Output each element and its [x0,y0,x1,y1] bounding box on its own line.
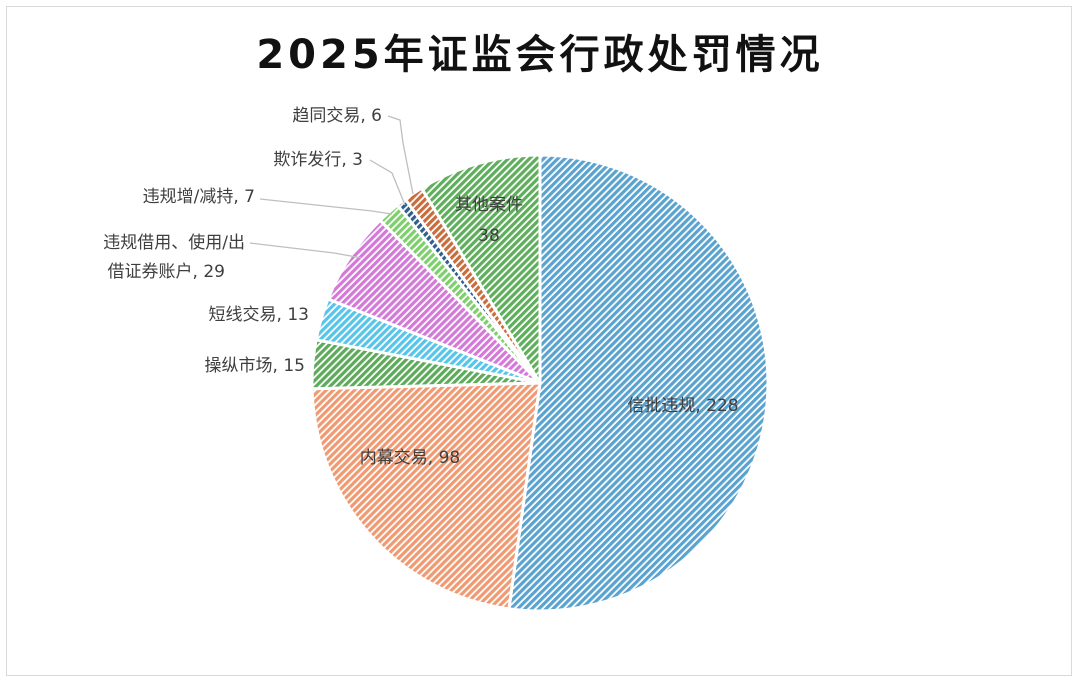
pie-slice-other [420,153,542,385]
leader-line-shareholding [259,198,393,215]
data-label-convergent-trading: 趋同交易, 6 [292,106,382,126]
leader-line-account-misuse [249,242,363,259]
data-label-disclosure: 信批违规, 228 [627,396,738,416]
data-label-account-misuse-line2: 借证券账户, 29 [108,262,225,282]
pie-slice-disclosure [507,153,770,613]
chart-title: 2025年证监会行政处罚情况 [256,32,824,78]
pie-slice-insider [310,381,542,611]
data-label-manipulation: 操纵市场, 15 [205,356,305,376]
data-label-fraud-issuance: 欺诈发行, 3 [273,150,363,170]
data-label-other-line2: 38 [478,226,500,246]
data-label-shareholding: 违规增/减持, 7 [143,187,255,207]
data-label-account-misuse-line1: 违规借用、使用/出 [103,232,245,253]
leader-line-fraud-issuance [369,159,406,206]
data-label-insider: 内幕交易, 98 [360,448,460,468]
data-label-other-line1: 其他案件 [455,195,523,215]
leader-line-convergent-trading [387,115,414,195]
data-label-short-swing: 短线交易, 13 [209,305,309,325]
